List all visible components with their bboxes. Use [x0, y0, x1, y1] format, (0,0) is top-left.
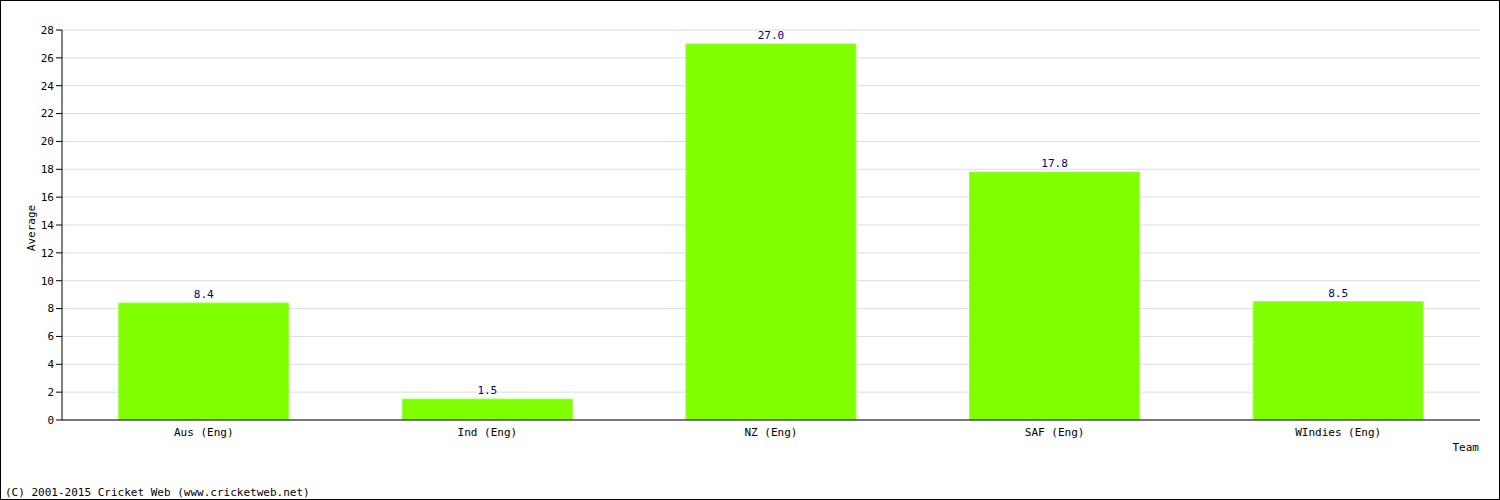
svg-text:22: 22 — [41, 107, 54, 120]
svg-text:10: 10 — [41, 275, 54, 288]
svg-text:26: 26 — [41, 52, 54, 65]
html-text:Average: Average — [24, 204, 38, 252]
svg-text:6: 6 — [47, 330, 54, 343]
svg-text:20: 20 — [41, 135, 54, 148]
svg-text:24: 24 — [41, 80, 55, 93]
svg-text:28: 28 — [41, 24, 54, 37]
svg-text:27.0: 27.0 — [758, 29, 785, 42]
svg-text:NZ (Eng): NZ (Eng) — [745, 426, 798, 439]
html-text:Team: Team — [1452, 441, 1479, 454]
svg-text:8.5: 8.5 — [1328, 287, 1348, 300]
svg-text:Aus (Eng): Aus (Eng) — [174, 426, 234, 439]
svg-text:8: 8 — [47, 302, 54, 315]
svg-text:WIndies (Eng): WIndies (Eng) — [1295, 426, 1381, 439]
svg-text:2: 2 — [47, 386, 54, 399]
svg-text:0: 0 — [47, 414, 54, 427]
svg-text:Ind (Eng): Ind (Eng) — [458, 426, 518, 439]
svg-text:8.4: 8.4 — [194, 288, 214, 301]
html-text:(C) 2001-2015 Cricket Web (www: (C) 2001-2015 Cricket Web (www.cricketwe… — [5, 486, 310, 499]
svg-text:4: 4 — [47, 358, 54, 371]
svg-text:16: 16 — [41, 191, 54, 204]
svg-text:1.5: 1.5 — [477, 384, 497, 397]
svg-text:14: 14 — [41, 219, 55, 232]
svg-text:12: 12 — [41, 247, 54, 260]
svg-text:SAF (Eng): SAF (Eng) — [1025, 426, 1085, 439]
svg-text:17.8: 17.8 — [1041, 157, 1068, 170]
svg-text:18: 18 — [41, 163, 54, 176]
